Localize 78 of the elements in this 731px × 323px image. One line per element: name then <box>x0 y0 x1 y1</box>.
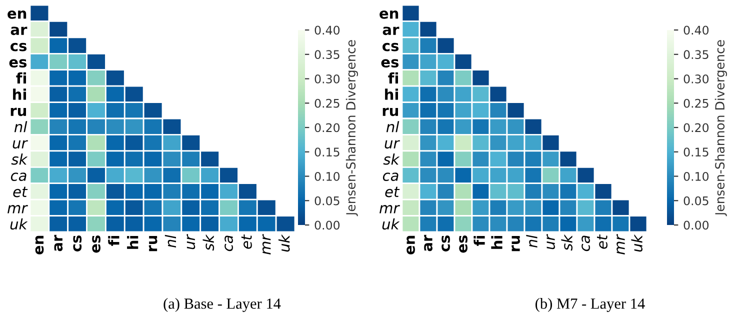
y-tick-label: nl <box>14 121 28 132</box>
y-tick-label: hi <box>13 88 26 100</box>
y-tick-label: cs <box>10 42 27 52</box>
y-tick-label: ca <box>382 172 398 181</box>
color-bar-label: 0.00 <box>684 220 709 230</box>
x-tick-label: en <box>35 236 44 254</box>
x-tick-label: cs <box>73 235 82 252</box>
x-tick-label: ca <box>224 236 233 252</box>
x-tick-label: ar <box>424 234 432 252</box>
color-bar-label: 0.35 <box>314 50 340 60</box>
x-tick-label: mr <box>616 234 625 254</box>
color-bar-label: 0.05 <box>314 196 340 206</box>
y-tick-label: mr <box>380 205 400 214</box>
y-tick-label: fi <box>16 72 26 84</box>
y-tick-label: ru <box>10 108 26 116</box>
y-tick-label: sk <box>11 153 28 165</box>
x-tick-label: uk <box>278 234 290 252</box>
y-tick-label: cs <box>382 42 399 52</box>
text: (a) Base - Layer 14 <box>164 298 281 312</box>
color-bar-label: 0.20 <box>684 123 709 132</box>
color-bar-label: 0.10 <box>684 172 709 181</box>
y-tick-label: et <box>13 186 28 198</box>
x-tick-label: cs <box>442 235 450 252</box>
x-tick-label: sk <box>202 234 214 251</box>
y-tick-label: hi <box>385 88 398 100</box>
y-tick-label: en <box>380 10 398 19</box>
color-bar-title: Jensen-Shannon Divergence <box>346 40 358 216</box>
x-tick-label: ca <box>582 236 590 252</box>
y-tick-label: ru <box>382 108 398 116</box>
color-bar-label: 0.20 <box>314 123 340 132</box>
x-tick-label: hi <box>127 236 138 249</box>
color-bar-label: 0.30 <box>684 74 709 84</box>
y-tick-label: es <box>9 59 27 68</box>
y-tick-label: ar <box>382 26 400 36</box>
color-bar-label: 0.00 <box>314 220 340 230</box>
color-bar-label: 0.15 <box>684 148 708 157</box>
x-tick-label: nl <box>164 234 176 248</box>
x-tick-label: ur <box>186 234 196 250</box>
color-bar-label: 0.30 <box>314 74 340 84</box>
y-tick-label: ar <box>10 26 28 36</box>
text: (b) M7 - Layer 14 <box>536 298 645 312</box>
x-tick-label: ar <box>54 234 63 252</box>
x-tick-label: en <box>406 236 415 254</box>
y-tick-label: ur <box>12 140 28 149</box>
x-tick-label: es <box>459 235 468 253</box>
x-tick-label: es <box>92 235 100 253</box>
x-tick-label: fi <box>108 236 120 246</box>
color-bar-label: 0.25 <box>314 98 340 108</box>
y-tick-label: en <box>8 10 26 19</box>
x-tick-label: mr <box>262 234 271 254</box>
x-tick-label: sk <box>561 234 572 251</box>
x-tick-label: et <box>241 234 252 249</box>
y-tick-label: ca <box>10 172 26 181</box>
y-tick-label: uk <box>10 218 28 230</box>
color-bar-label: 0.35 <box>684 50 708 60</box>
y-tick-label: nl <box>386 121 400 132</box>
color-bar-label: 0.40 <box>684 26 709 35</box>
color-bar-label: 0.10 <box>314 172 340 181</box>
y-tick-label: fi <box>388 72 398 84</box>
x-tick-label: et <box>597 234 608 249</box>
x-tick-label: ru <box>512 236 520 252</box>
color-bar-label: 0.40 <box>314 26 340 35</box>
y-tick-label: es <box>381 59 399 68</box>
color-bar-label: 0.25 <box>684 98 708 108</box>
x-tick-label: ru <box>148 236 158 252</box>
y-tick-label: sk <box>383 153 400 165</box>
color-bar-title: Jensen-Shannon Divergence <box>714 40 727 216</box>
color-bar-label: 0.15 <box>314 148 340 157</box>
x-tick-label: nl <box>526 234 538 248</box>
y-tick-label: mr <box>8 205 28 214</box>
x-tick-label: hi <box>491 236 502 249</box>
y-tick-label: ur <box>384 140 400 149</box>
color-bar-label: 0.05 <box>684 196 708 206</box>
x-tick-label: ur <box>546 234 555 250</box>
x-tick-label: fi <box>474 236 485 246</box>
y-tick-label: uk <box>382 218 400 230</box>
y-tick-label: et <box>385 186 400 198</box>
x-tick-label: uk <box>631 234 642 252</box>
